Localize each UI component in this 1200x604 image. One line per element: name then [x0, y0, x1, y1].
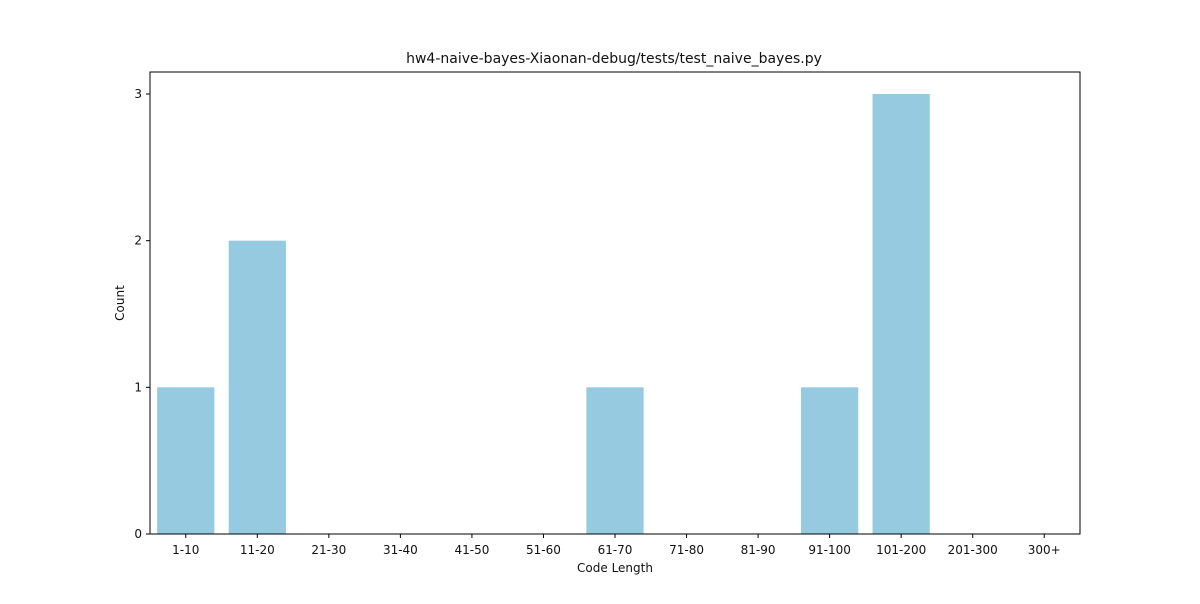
bars-group — [157, 94, 930, 534]
x-axis-ticks: 1-10 11-20 21-30 31-40 41-50 51-60 61-70 71-80 8… — [172, 534, 1061, 557]
plot-frame — [149, 71, 1081, 535]
y-tick-label: 3 — [134, 87, 142, 101]
x-tick-label: 91-100 — [808, 543, 851, 557]
x-axis-label: Code Length — [577, 561, 653, 575]
x-tick-label: 1-10 — [172, 543, 199, 557]
x-tick-label: 81-90 — [741, 543, 776, 557]
y-axis-ticks: 0 1 2 3 — [134, 87, 150, 541]
x-tick-label: 31-40 — [383, 543, 418, 557]
x-tick-label: 11-20 — [240, 543, 275, 557]
bar-101-200 — [872, 94, 930, 534]
bar-91-100 — [801, 387, 859, 534]
x-tick-label: 101-200 — [876, 543, 926, 557]
x-tick-label: 61-70 — [598, 543, 633, 557]
chart-title: hw4-naive-bayes-Xiaonan-debug/tests/test… — [406, 51, 822, 67]
bar-11-20 — [228, 240, 286, 534]
y-tick-label: 1 — [134, 380, 142, 394]
x-tick-label: 51-60 — [526, 543, 561, 557]
y-tick-label: 2 — [134, 234, 142, 248]
bar-1-10 — [157, 387, 215, 534]
x-tick-label: 300+ — [1028, 543, 1061, 557]
x-tick-label: 71-80 — [669, 543, 704, 557]
y-tick-label: 0 — [134, 527, 142, 541]
x-tick-label: 21-30 — [311, 543, 346, 557]
x-tick-label: 201-300 — [948, 543, 998, 557]
y-axis-label: Count — [113, 285, 127, 321]
bar-61-70 — [586, 387, 644, 534]
x-tick-label: 41-50 — [454, 543, 489, 557]
